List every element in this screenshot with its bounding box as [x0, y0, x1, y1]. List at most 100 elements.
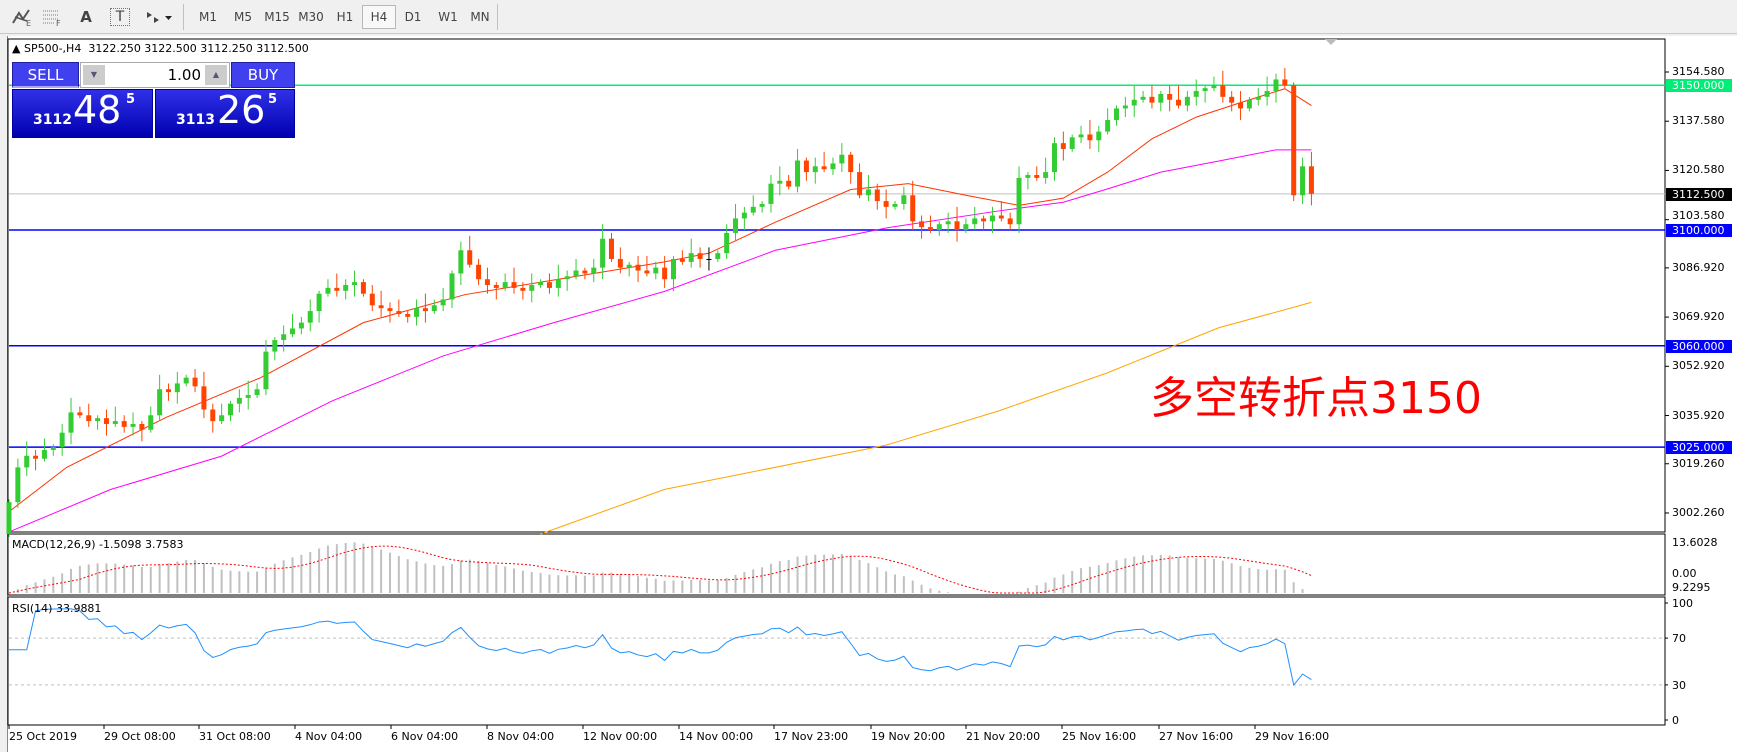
candle-body	[981, 218, 987, 222]
svg-text:E: E	[26, 19, 31, 27]
candle-body	[352, 282, 358, 286]
candle-body	[750, 206, 756, 213]
buy-button[interactable]: BUY	[231, 62, 295, 88]
candle-body	[679, 258, 685, 262]
candle-body	[883, 201, 889, 207]
candle-body	[33, 455, 39, 459]
timeframe-w1[interactable]: W1	[438, 10, 458, 24]
candle-body	[998, 215, 1004, 219]
candle-body	[1122, 105, 1128, 109]
price-axis-label: 3103.580	[1672, 209, 1725, 222]
rsi-axis-label: 0	[1672, 714, 1679, 727]
candle-body	[724, 232, 730, 254]
ask-price-button[interactable]: 3113 26 5	[155, 88, 295, 138]
candle-body	[1300, 166, 1306, 196]
candle-body	[635, 264, 641, 271]
timeframe-h1[interactable]: H1	[336, 10, 354, 24]
candle-body	[1140, 96, 1146, 100]
candle-body	[617, 258, 623, 268]
timeframe-mn[interactable]: MN	[470, 10, 490, 24]
time-axis-label: 6 Nov 04:00	[391, 730, 459, 743]
rsi-pane	[7, 596, 1666, 726]
candle-body	[254, 389, 260, 396]
candle-body	[502, 282, 508, 288]
rsi-label: RSI(14) 33.9881	[12, 602, 102, 615]
svg-text:F: F	[56, 19, 61, 27]
rsi-axis-label: 70	[1672, 632, 1686, 646]
time-axis-label: 14 Nov 00:00	[679, 730, 754, 743]
candle-body	[733, 218, 739, 233]
candle-body	[50, 447, 56, 451]
candle-body	[1273, 79, 1279, 92]
candle-body	[360, 282, 366, 294]
time-axis-label: 17 Nov 23:00	[774, 730, 849, 743]
elliott-wave-icon[interactable]: E	[8, 5, 36, 29]
candle-body	[183, 377, 189, 384]
lot-size-input[interactable]: 1.00	[167, 66, 201, 84]
candle-body	[228, 403, 233, 416]
candle-body	[1176, 99, 1182, 106]
candle-body	[130, 423, 136, 427]
candle-body	[857, 172, 863, 196]
candle-body	[945, 221, 951, 225]
candle-body	[1211, 85, 1217, 89]
candle-body	[741, 212, 747, 219]
lot-increase-button[interactable]: ▲	[205, 65, 227, 85]
candle-body	[874, 189, 880, 202]
timeframe-m5[interactable]: M5	[234, 10, 252, 24]
lot-size-stepper[interactable]: ▼ 1.00 ▲	[80, 62, 230, 88]
chart-shift-marker-icon	[1325, 39, 1337, 45]
candle-body	[1291, 85, 1297, 196]
arrows-dropdown-icon[interactable]	[140, 5, 178, 29]
timeframe-m15[interactable]: M15	[264, 10, 290, 24]
text-icon[interactable]: A	[80, 8, 92, 26]
candle-body	[165, 389, 171, 393]
lot-decrease-button[interactable]: ▼	[83, 65, 105, 85]
price-axis-label: 3120.580	[1672, 163, 1725, 177]
candle-body	[307, 311, 313, 323]
text-label-icon[interactable]: T	[110, 8, 130, 26]
candle-body	[1149, 96, 1155, 103]
candle-body	[95, 418, 101, 422]
price-axis-label: 3019.260	[1672, 456, 1725, 470]
candle-body	[927, 227, 933, 231]
candle-body	[263, 351, 269, 390]
time-axis-label: 29 Oct 08:00	[104, 730, 176, 743]
candle-body	[440, 299, 446, 306]
time-axis-label: 12 Nov 00:00	[583, 730, 658, 743]
candle-body	[989, 215, 995, 222]
sell-button[interactable]: SELL	[12, 62, 79, 88]
rsi-axis-label: 30	[1672, 678, 1686, 692]
candle-body	[1131, 99, 1137, 106]
candle-body	[325, 287, 331, 294]
timeframe-m30[interactable]: M30	[298, 10, 324, 24]
collapse-triangle-icon[interactable]: ▲	[12, 42, 24, 55]
ask-price-pips: 26	[217, 88, 266, 132]
one-click-trading-panel: SELL ▼ 1.00 ▲ BUY 3112 48 5 3113 26 5	[12, 62, 295, 138]
bid-price-base: 3112	[33, 112, 72, 128]
candle-body	[972, 218, 978, 225]
candle-body	[24, 455, 30, 468]
candle-body	[759, 203, 765, 207]
bid-price-fraction: 5	[126, 92, 136, 107]
candle-body	[245, 395, 251, 398]
timeframe-d1[interactable]: D1	[404, 10, 422, 24]
bid-price-button[interactable]: 3112 48 5	[12, 88, 153, 138]
candle-body	[600, 238, 606, 268]
level-price-tag: 3150.000	[1666, 79, 1732, 93]
candle-body	[1193, 91, 1199, 97]
timeframe-m1[interactable]: M1	[199, 10, 217, 24]
candle-body	[174, 383, 180, 393]
timeframe-h4[interactable]: H4	[362, 5, 396, 29]
macd-label: MACD(12,26,9) -1.5098 3.7583	[12, 538, 184, 551]
candle-body	[1167, 93, 1173, 100]
ask-price-fraction: 5	[268, 92, 278, 107]
time-axis-label: 4 Nov 04:00	[295, 730, 363, 743]
candle-body	[157, 389, 163, 416]
fibonacci-icon[interactable]: F	[38, 5, 66, 29]
candle-body	[1246, 99, 1252, 109]
candle-body	[511, 282, 517, 288]
candle-body	[538, 282, 544, 286]
time-axis-label: 25 Nov 16:00	[1062, 730, 1137, 743]
price-axis-label: 3069.920	[1672, 310, 1725, 324]
